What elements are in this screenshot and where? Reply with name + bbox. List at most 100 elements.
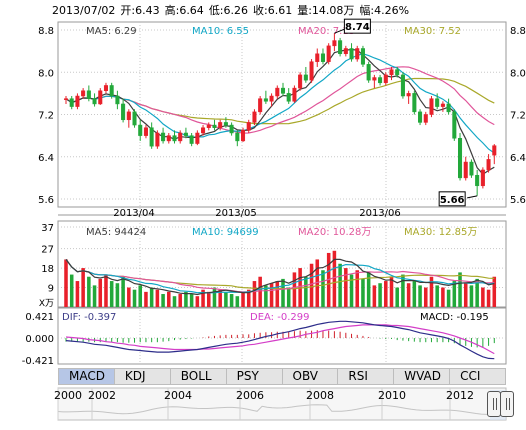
price-tick-left: 8.0	[38, 68, 54, 79]
low-label-box	[438, 191, 466, 207]
volume-bar	[361, 278, 365, 307]
candle-body	[155, 132, 160, 147]
candle-body	[475, 174, 480, 187]
volume-bar	[304, 276, 308, 307]
volume-unit-label: X万	[39, 299, 54, 309]
candle-body	[183, 132, 188, 136]
candle-body	[69, 98, 74, 107]
candle-body	[400, 74, 405, 97]
volume-bar	[423, 287, 428, 307]
volume-bar	[178, 294, 182, 307]
volume-tick: 18	[41, 264, 54, 275]
candle-body	[309, 61, 314, 81]
timeline-year-label: 2010	[378, 389, 406, 402]
tab-macd[interactable]: MACD	[59, 369, 115, 384]
candle-body	[429, 98, 434, 115]
candle-body	[378, 77, 383, 84]
volume-bar	[115, 283, 120, 307]
price-tick-right: 8.8	[510, 26, 526, 37]
price-legend-item: MA30: 7.52	[404, 26, 461, 37]
volume-bar	[281, 278, 285, 307]
candle-body	[389, 69, 394, 76]
volume-bar	[224, 291, 228, 307]
price-legend-item: MA20: 7.13	[298, 26, 355, 37]
range-handle-right[interactable]	[500, 391, 514, 417]
volume-bar	[109, 281, 114, 307]
tab-wvad[interactable]: WVAD	[394, 369, 451, 384]
volume-bar	[349, 274, 354, 307]
candle-body	[246, 122, 251, 131]
volume-bar	[201, 289, 205, 307]
volume-bar	[155, 289, 160, 307]
volume-bar	[269, 283, 274, 307]
volume-bar	[75, 281, 80, 307]
candle-body	[235, 132, 240, 142]
price-tick-left: 8.8	[38, 26, 54, 37]
volume-bar	[138, 285, 143, 307]
price-legend-item: MA10: 6.55	[192, 26, 249, 37]
volume-bar	[395, 287, 399, 307]
price-tick-left: 5.6	[38, 195, 54, 206]
low-label-text: 5.66	[440, 195, 465, 206]
candle-body	[86, 90, 91, 99]
header-change: 幅:4.26%	[359, 4, 410, 17]
volume-bar	[321, 270, 325, 307]
volume-ma20-line	[65, 259, 495, 293]
candle-body	[206, 124, 211, 128]
volume-bar	[252, 281, 257, 307]
range-handle-left[interactable]	[487, 391, 501, 417]
tab-rsi[interactable]: RSI	[338, 369, 395, 384]
volume-bar	[452, 281, 457, 307]
volume-bar	[264, 285, 268, 307]
volume-bar	[212, 287, 217, 307]
tab-boll[interactable]: BOLL	[171, 369, 227, 384]
volume-bar	[246, 289, 251, 307]
candle-body	[458, 138, 463, 179]
candle-body	[486, 159, 491, 171]
volume-bar	[87, 276, 91, 307]
candle-body	[452, 111, 457, 139]
volume-bar	[441, 287, 445, 307]
tab-kdj[interactable]: KDJ	[115, 369, 171, 384]
volume-bar	[481, 287, 485, 307]
candle-body	[109, 85, 114, 97]
timeline-frame	[57, 387, 507, 421]
candle-body	[298, 74, 303, 89]
tab-obv[interactable]: OBV	[283, 369, 339, 384]
volume-bar	[229, 294, 234, 307]
volume-bar	[389, 276, 394, 307]
volume-bar	[206, 291, 211, 307]
candle-body	[315, 53, 320, 62]
candle-body	[286, 93, 291, 102]
high-marker-line	[334, 28, 345, 34]
candle-body	[252, 111, 257, 123]
candle-body	[189, 135, 194, 144]
volume-bar	[384, 281, 388, 307]
volume-legend-item: MA10: 94699	[192, 227, 259, 238]
candle-body	[166, 135, 171, 142]
volume-bar	[144, 291, 148, 307]
candle-body	[412, 93, 417, 113]
month-tick-label: 2013/04	[113, 208, 155, 219]
tab-cci[interactable]: CCI	[460, 369, 481, 383]
volume-bar	[127, 287, 131, 307]
volume-bar	[492, 276, 497, 307]
volume-ma5-line	[65, 258, 495, 296]
candle-body	[360, 48, 365, 65]
volume-bar	[92, 285, 97, 307]
tab-psy[interactable]: PSY	[227, 369, 283, 384]
macd-legend-item: MACD: -0.195	[420, 312, 489, 323]
header-volume: 量:14.08万	[297, 4, 355, 17]
candle-body	[326, 45, 331, 62]
candle-body	[395, 69, 400, 76]
volume-bar	[366, 272, 371, 307]
volume-bar	[315, 259, 320, 307]
volume-bar	[189, 294, 194, 307]
volume-bar	[446, 289, 451, 307]
candle-body	[435, 98, 440, 107]
candle-body	[423, 114, 428, 123]
volume-bar	[184, 291, 188, 307]
timeline-year-label: 2012	[446, 389, 474, 402]
